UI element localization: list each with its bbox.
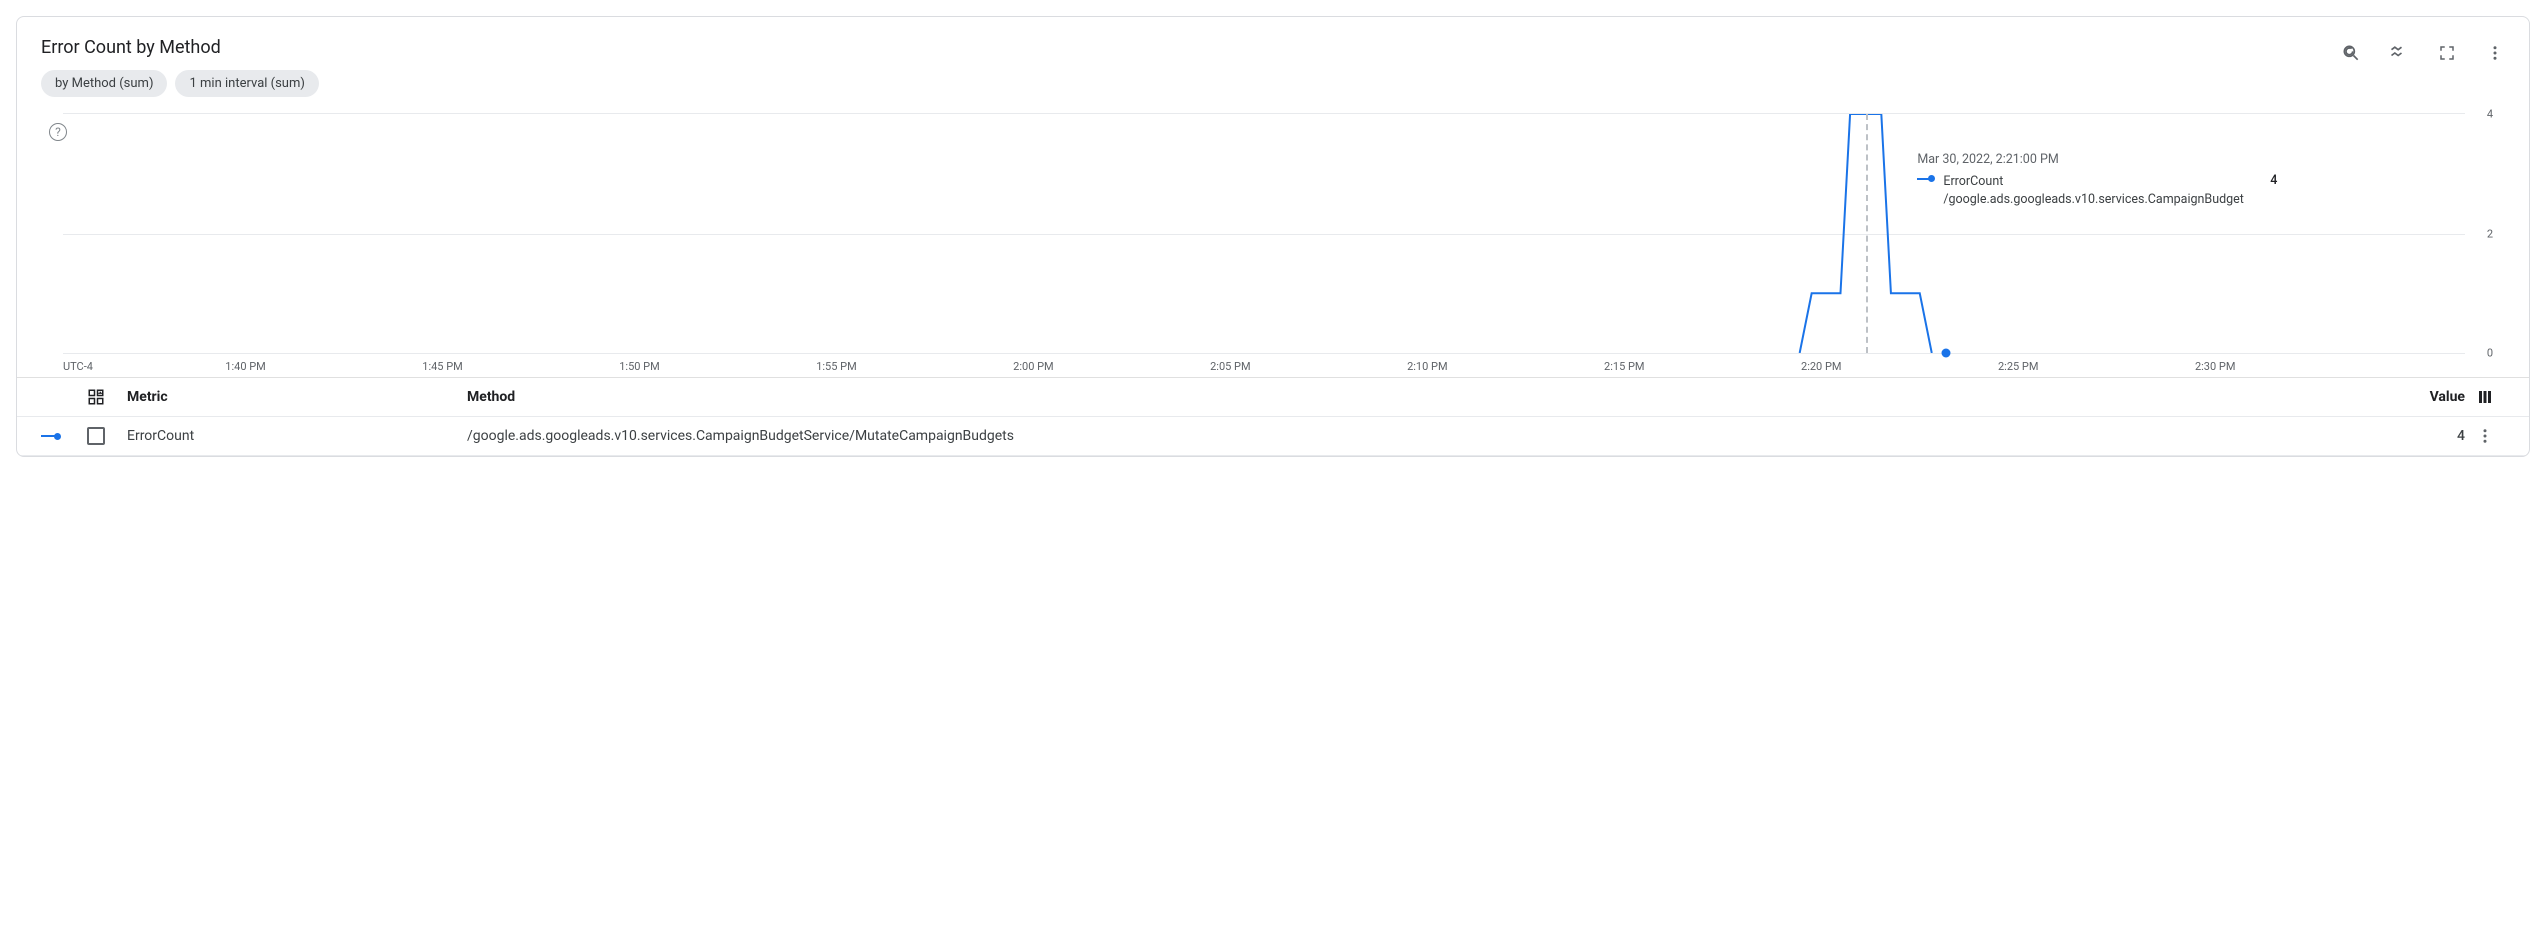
chart-container: ? 0 2 4 Mar 30, 2022, 2:21:00 PM ErrorCount … <box>17 105 2529 377</box>
legend-header-row: Metric Method Value <box>17 378 2529 417</box>
tooltip-marker <box>1917 173 1935 182</box>
x-axis-tick: 1:50 PM <box>619 360 659 373</box>
legend-col-value[interactable]: Value <box>2385 389 2465 405</box>
legend-row[interactable]: ErrorCount /google.ads.googleads.v10.ser… <box>17 417 2529 456</box>
x-axis-tick: 1:40 PM <box>225 360 265 373</box>
legend-col-metric[interactable]: Metric <box>127 389 467 405</box>
chip-by-method[interactable]: by Method (sum) <box>41 70 167 97</box>
legend-toggle-icon[interactable] <box>2389 43 2409 63</box>
x-axis-tick: 2:20 PM <box>1801 360 1841 373</box>
header-left: Error Count by Method by Method (sum) 1 … <box>41 37 319 97</box>
chart-x-axis: UTC-4 1:40 PM 1:45 PM 1:50 PM 1:55 PM 2:00 P… <box>63 353 2465 377</box>
x-axis-tick: 2:15 PM <box>1604 360 1644 373</box>
legend-col-method[interactable]: Method <box>467 389 2385 405</box>
x-axis-tick: 2:10 PM <box>1407 360 1447 373</box>
chart-cursor-dot <box>1942 349 1951 358</box>
x-axis-tick: 2:25 PM <box>1998 360 2038 373</box>
legend-table: Metric Method Value ErrorCount /google.a… <box>17 377 2529 456</box>
help-icon[interactable]: ? <box>49 123 67 141</box>
x-axis-timezone: UTC-4 <box>63 360 93 373</box>
x-axis-tick: 1:55 PM <box>816 360 856 373</box>
chip-row: by Method (sum) 1 min interval (sum) <box>41 70 319 97</box>
reset-zoom-icon[interactable] <box>2341 43 2361 63</box>
tooltip-value: 4 <box>2252 173 2277 188</box>
x-axis-tick: 1:45 PM <box>422 360 462 373</box>
x-axis-tick: 2:00 PM <box>1013 360 1053 373</box>
legend-row-value: 4 <box>2385 428 2465 444</box>
card-title: Error Count by Method <box>41 37 319 58</box>
series-marker <box>41 433 87 440</box>
columns-selector-icon[interactable] <box>2465 388 2505 406</box>
legend-row-metric: ErrorCount <box>127 428 467 444</box>
chart-cursor-line <box>1866 114 1868 353</box>
y-axis-label: 0 <box>2487 347 2493 360</box>
chart-card: Error Count by Method by Method (sum) 1 … <box>16 16 2530 457</box>
x-axis-tick: 2:30 PM <box>2195 360 2235 373</box>
legend-row-checkbox[interactable] <box>87 427 127 445</box>
x-axis-tick: 2:05 PM <box>1210 360 1250 373</box>
tooltip-label: ErrorCount /google.ads.googleads.v10.ser… <box>1943 173 2244 209</box>
legend-row-method: /google.ads.googleads.v10.services.Campa… <box>467 428 2385 444</box>
fullscreen-icon[interactable] <box>2437 43 2457 63</box>
card-header: Error Count by Method by Method (sum) 1 … <box>17 17 2529 105</box>
tooltip-timestamp: Mar 30, 2022, 2:21:00 PM <box>1917 152 2277 167</box>
chart-tooltip: Mar 30, 2022, 2:21:00 PM ErrorCount /goog… <box>1917 150 2277 211</box>
more-options-icon[interactable] <box>2485 43 2505 63</box>
grid-view-icon[interactable] <box>87 388 127 406</box>
legend-row-more-icon[interactable] <box>2465 427 2505 445</box>
chip-interval[interactable]: 1 min interval (sum) <box>175 70 318 97</box>
chart-plot-area[interactable]: 024Mar 30, 2022, 2:21:00 PMErrorCount /g… <box>63 113 2465 353</box>
header-actions <box>2341 37 2505 63</box>
y-axis-label: 2 <box>2487 227 2493 240</box>
y-axis-label: 4 <box>2487 108 2493 121</box>
